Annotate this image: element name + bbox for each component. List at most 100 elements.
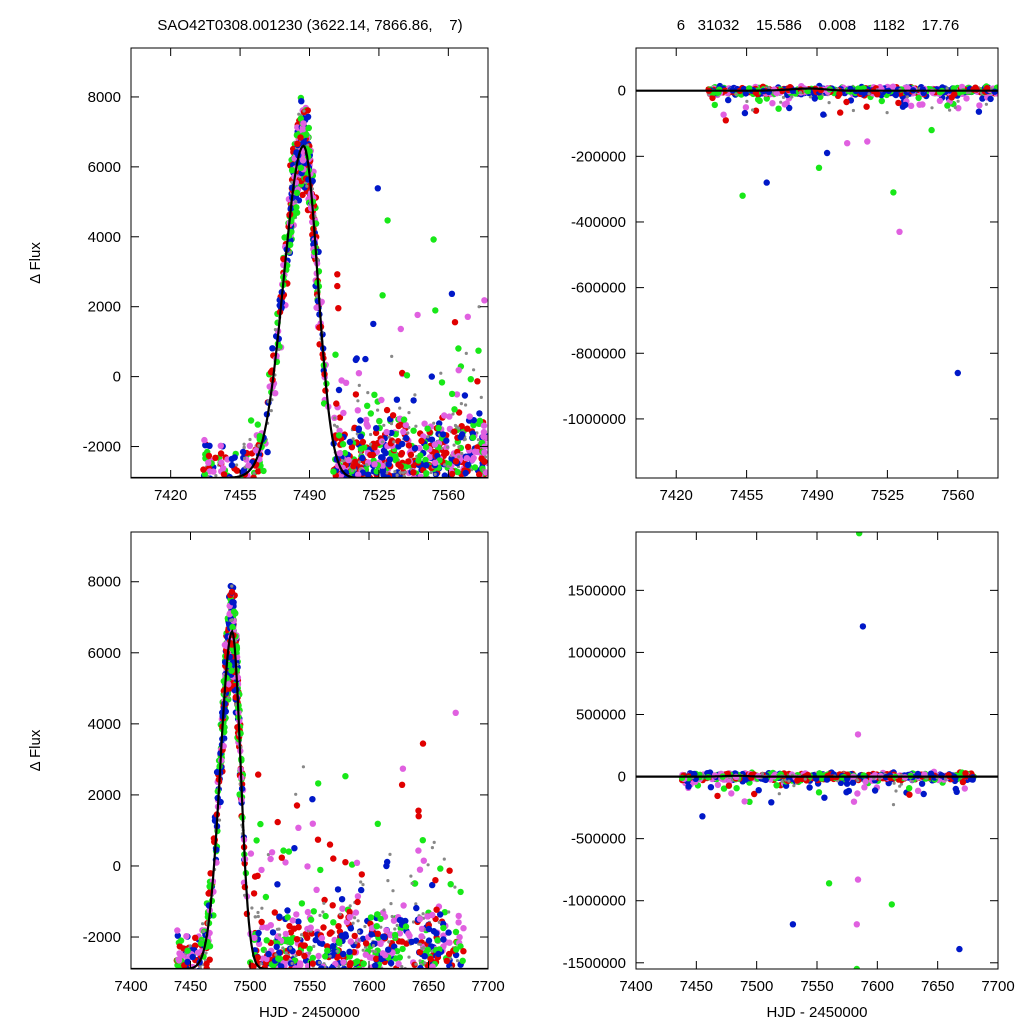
data-point [391, 943, 398, 950]
data-point [714, 792, 721, 800]
data-point [358, 871, 365, 878]
data-point [346, 914, 353, 921]
data-point [183, 971, 189, 977]
data-point [354, 941, 358, 945]
right-title: 6 31032 15.586 0.008 1182 17.76 [677, 17, 959, 34]
data-point [407, 955, 411, 959]
data-point [360, 960, 367, 967]
data-point [382, 908, 386, 912]
data-point [442, 857, 446, 861]
data-point [285, 848, 293, 855]
data-point [827, 101, 831, 105]
data-point [267, 855, 274, 863]
data-point [300, 138, 307, 146]
data-point [382, 449, 389, 457]
data-point [891, 803, 896, 807]
x-tick-label: 7500 [740, 978, 773, 995]
data-point [806, 784, 813, 791]
data-point [720, 785, 728, 792]
data-point [174, 927, 181, 934]
x-tick-label: 7400 [114, 978, 147, 995]
data-point [275, 955, 282, 962]
data-point [422, 456, 429, 464]
data-point [255, 929, 262, 937]
x-tick-label: 7400 [619, 978, 652, 995]
data-point [410, 881, 414, 886]
data-point [773, 782, 780, 789]
y-tick-label: 0 [618, 769, 626, 786]
data-point [407, 451, 415, 458]
data-point [284, 914, 291, 921]
data-point [271, 909, 278, 916]
data-point [354, 893, 362, 900]
data-point [257, 444, 261, 448]
data-point [902, 101, 909, 109]
data-point [439, 431, 447, 438]
data-point [709, 94, 716, 102]
data-point [346, 438, 354, 446]
data-point [371, 461, 378, 468]
data-point [725, 782, 733, 789]
outlier-point [739, 192, 746, 199]
outlier-point [856, 532, 863, 537]
data-point [936, 97, 944, 105]
data-point [454, 468, 461, 476]
data-point [476, 410, 483, 417]
data-point [477, 305, 481, 309]
data-point [373, 955, 380, 962]
plot-frame [130, 531, 489, 970]
x-axis-label: HJD - 2450000 [767, 1004, 868, 1021]
data-point [194, 994, 200, 1000]
data-point [297, 960, 304, 967]
data-point [230, 479, 236, 485]
x-tick-label: 7560 [941, 487, 974, 504]
data-point [205, 459, 212, 466]
data-point [227, 695, 231, 700]
outlier-point [954, 369, 961, 377]
data-point [351, 921, 355, 925]
data-point [329, 902, 336, 909]
data-point [446, 867, 453, 874]
data-point [295, 949, 303, 957]
model-curve [131, 144, 488, 478]
data-point [898, 784, 902, 788]
data-point [230, 584, 234, 588]
data-point [432, 877, 439, 884]
data-point [792, 784, 796, 788]
data-point [480, 422, 488, 429]
outlier-point [854, 731, 862, 738]
data-point [213, 493, 219, 499]
data-point [773, 90, 780, 97]
data-point [182, 968, 186, 969]
data-point [448, 290, 456, 297]
data-point [894, 789, 898, 793]
data-point [460, 948, 467, 955]
y-tick-label: 500000 [576, 706, 626, 723]
data-point [190, 994, 196, 1000]
y-tick-label: 0 [113, 369, 121, 386]
data-point [361, 883, 365, 887]
data-point [393, 927, 397, 931]
data-point [281, 946, 285, 950]
data-point [481, 297, 488, 304]
data-point [217, 450, 225, 457]
data-point [979, 95, 986, 102]
data-point [203, 511, 209, 517]
data-point [962, 770, 969, 777]
data-point [359, 451, 363, 455]
data-point [351, 932, 358, 940]
data-point [867, 92, 871, 96]
data-point [423, 462, 430, 469]
data-point [256, 910, 260, 915]
left-title: SAO42T0308.001230 (3622.14, 7866.86, 7) [157, 17, 462, 34]
data-point [335, 305, 342, 312]
data-point [464, 443, 472, 451]
data-point [361, 948, 365, 952]
data-point [272, 390, 279, 397]
data-point [955, 105, 962, 112]
data-point [416, 866, 424, 873]
y-tick-label: 8000 [88, 574, 121, 591]
data-point [300, 933, 304, 937]
data-point [276, 949, 283, 956]
y-axis-label: Δ Flux [27, 242, 44, 284]
